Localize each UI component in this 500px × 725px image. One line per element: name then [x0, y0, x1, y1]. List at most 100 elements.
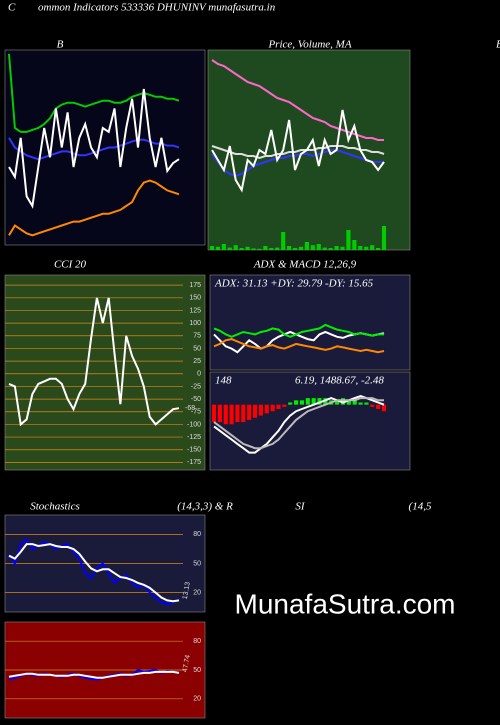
panel-title: CCI 20 — [54, 259, 87, 271]
bar — [269, 248, 274, 250]
line — [8, 543, 180, 603]
bar — [346, 230, 351, 250]
bar — [304, 242, 309, 250]
bar — [245, 246, 250, 250]
panel — [4, 49, 206, 246]
line — [8, 670, 180, 679]
bar — [322, 247, 327, 250]
bar — [381, 404, 387, 412]
bar — [376, 404, 381, 410]
y-tick-label: 20 — [193, 589, 201, 596]
line — [8, 297, 180, 427]
header-left: C — [8, 2, 16, 14]
bar — [292, 248, 298, 250]
bar — [364, 246, 369, 250]
bar — [215, 246, 221, 250]
bar — [264, 404, 269, 414]
bar — [358, 246, 363, 250]
y-tick-label: 50 — [193, 560, 201, 567]
bar — [352, 240, 357, 250]
bar — [252, 404, 258, 418]
y-tick-label: 80 — [193, 638, 201, 645]
y-tick-label: 0 — [197, 371, 201, 378]
y-tick-label: -50 — [191, 396, 201, 403]
bar — [328, 248, 333, 250]
panel-title: SI — [295, 501, 306, 513]
line — [8, 88, 180, 209]
bar — [223, 404, 228, 425]
panel-title: Price, Volume, MA — [267, 39, 351, 51]
bar — [235, 404, 240, 423]
bar — [346, 400, 351, 405]
line — [211, 149, 384, 178]
bar — [247, 404, 252, 420]
bar — [281, 232, 286, 250]
line — [213, 394, 385, 454]
bar — [275, 247, 280, 250]
bar — [340, 246, 345, 250]
annotation: ADX: 31.13 +DY: 29.79 -DY: 15.65 — [214, 278, 374, 290]
panel — [209, 371, 411, 471]
y-tick-label: 80 — [193, 531, 201, 538]
line — [213, 338, 385, 354]
panel-subtitle: (14,3,3) & R — [177, 501, 233, 513]
panel — [209, 274, 411, 371]
bar — [233, 245, 238, 250]
bar — [340, 398, 346, 405]
y-tick-label: 150 — [189, 295, 201, 302]
panel — [4, 274, 206, 471]
bar — [310, 245, 315, 250]
bar — [298, 246, 304, 250]
line — [211, 145, 385, 160]
bar — [288, 402, 293, 405]
bar — [381, 226, 387, 250]
line — [211, 109, 385, 193]
bar — [227, 247, 232, 250]
value-label: 47.74 — [182, 654, 192, 673]
bar — [370, 245, 375, 250]
panel-title: B — [57, 39, 64, 51]
y-tick-label: -25 — [191, 383, 201, 390]
bar — [358, 402, 363, 405]
line — [8, 53, 180, 133]
bar — [370, 404, 375, 407]
bar — [282, 404, 287, 407]
bar — [211, 404, 217, 423]
bar — [251, 248, 256, 250]
y-tick-label: 25 — [193, 358, 201, 365]
bar — [229, 404, 234, 425]
line — [211, 59, 384, 141]
y-tick-label: 50 — [193, 667, 201, 674]
panel-subtitle: (14,5 — [409, 501, 432, 513]
bar — [294, 400, 299, 405]
bar — [276, 404, 281, 410]
bar — [263, 246, 268, 250]
bar — [221, 244, 226, 250]
bar — [352, 400, 357, 405]
y-tick-label: -150 — [187, 447, 201, 454]
y-tick-label: 125 — [189, 307, 201, 314]
edge-label: B — [496, 39, 500, 51]
bar — [334, 246, 339, 250]
bar — [316, 244, 321, 250]
bar — [209, 246, 215, 250]
annotation: 148 — [215, 375, 232, 387]
bar — [317, 398, 322, 405]
line — [213, 323, 384, 338]
value-label: -68 — [185, 405, 195, 412]
bar — [287, 246, 292, 250]
value-label: 13.13 — [182, 581, 192, 600]
panel-title: ADX & MACD 12,26,9 — [253, 259, 357, 271]
y-tick-label: 75 — [193, 333, 201, 340]
y-tick-label: -125 — [187, 434, 201, 441]
y-tick-label: 175 — [189, 282, 201, 289]
bar — [239, 248, 244, 250]
panel-title: Stochastics — [30, 501, 80, 513]
bar — [335, 400, 340, 405]
bar — [311, 398, 316, 405]
annotation: 6.19, 1488.67, -2.48 — [295, 375, 384, 387]
bar — [323, 398, 328, 405]
bar — [364, 402, 369, 405]
y-tick-label: -175 — [187, 459, 201, 466]
